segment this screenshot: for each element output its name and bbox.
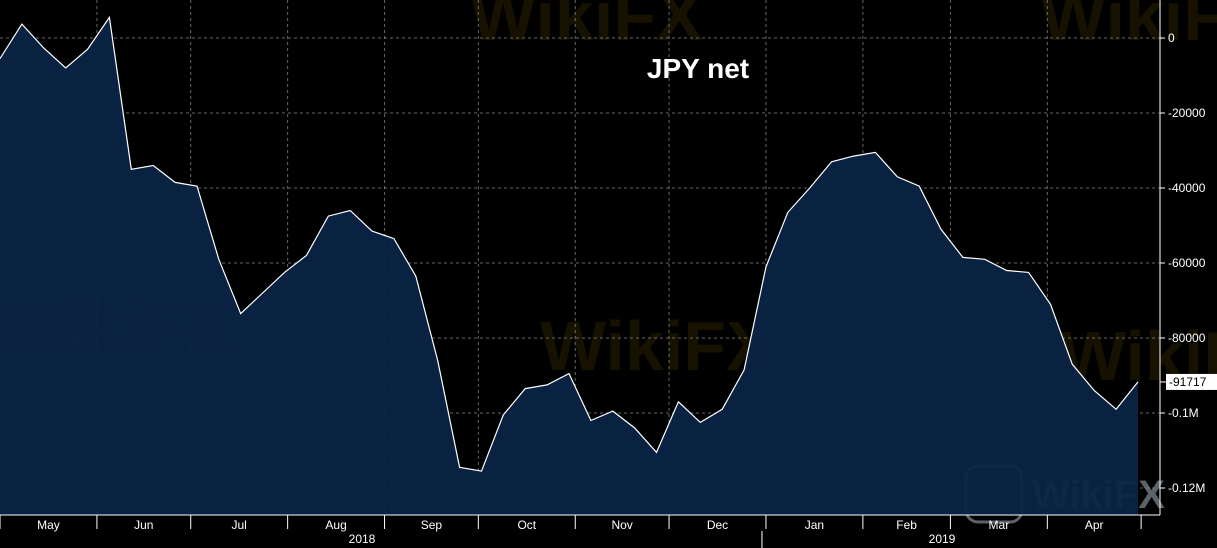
series-area <box>0 17 1138 516</box>
watermark-logo: WikiFX <box>470 0 703 55</box>
y-tick-label: -60000 <box>1168 256 1206 270</box>
y-tick-label: -0.1M <box>1168 406 1199 420</box>
x-tick-label: Nov <box>611 518 632 532</box>
x-tick-label: Sep <box>421 518 443 532</box>
y-axis-labels: 0 -20000 -40000 -60000 -80000 -0.1M -0.12M <box>1168 31 1206 495</box>
y-tick-label: -80000 <box>1168 331 1206 345</box>
x-tick-label: May <box>37 518 60 532</box>
chart-title: JPY net <box>647 53 749 84</box>
y-tick-label: -20000 <box>1168 106 1206 120</box>
x-tick-label: Feb <box>896 518 917 532</box>
watermark-logo: WikiFX <box>1040 0 1217 55</box>
series-line <box>0 15 1139 472</box>
x-tick-label: Dec <box>707 518 728 532</box>
x-tick-label: Mar <box>989 518 1010 532</box>
last-value-label: -91717 <box>1169 375 1207 389</box>
x-tick-label: Jul <box>231 518 246 532</box>
last-value-box <box>1166 373 1217 390</box>
x-tick-label: Jun <box>134 518 153 532</box>
axes <box>0 0 1165 548</box>
x-axis-labels: May Jun Jul Aug Sep Oct Nov Dec Jan Feb Mar Apr <box>37 518 1103 532</box>
x-tick-label: Apr <box>1085 518 1104 532</box>
y-tick-label: -0.12M <box>1168 481 1205 495</box>
x-tick-label: Aug <box>325 518 346 532</box>
year-label: 2019 <box>929 532 956 546</box>
x-tick-label: Jan <box>805 518 824 532</box>
year-labels: 2018 2019 <box>349 532 956 546</box>
last-value-marker: -91717 <box>1160 373 1217 390</box>
year-label: 2018 <box>349 532 376 546</box>
y-tick-label: -40000 <box>1168 181 1206 195</box>
y-tick-label: 0 <box>1168 31 1175 45</box>
x-tick-label: Oct <box>517 518 536 532</box>
watermark-logo: WikiFX <box>540 307 773 385</box>
